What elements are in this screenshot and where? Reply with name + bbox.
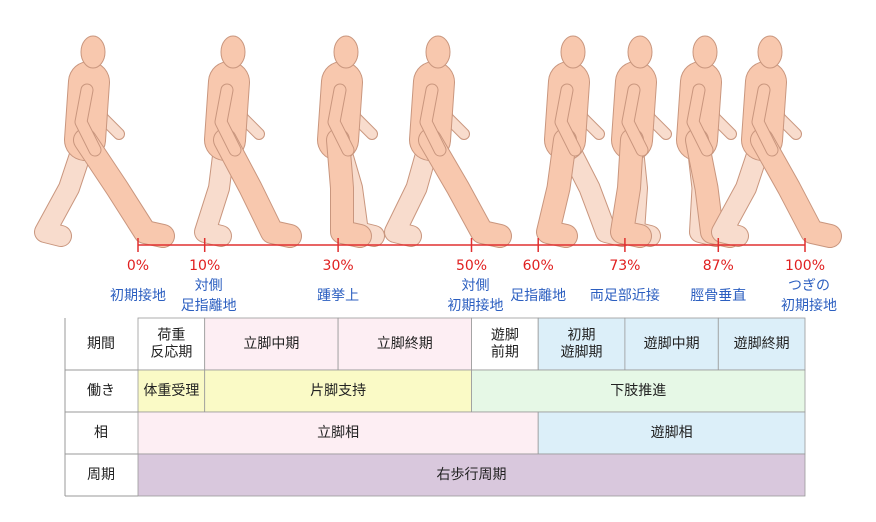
event-label: 踵挙上 — [317, 288, 359, 304]
head — [757, 35, 783, 69]
cell-label: 初期 — [568, 327, 596, 344]
cell-label: 遊脚 — [491, 328, 519, 344]
near-arm — [687, 84, 713, 156]
cell-label: 反応期 — [150, 345, 192, 361]
cell-label: 立脚終期 — [377, 336, 433, 352]
near-leg — [537, 129, 577, 247]
event-label: 足指離地 — [181, 297, 237, 314]
far-leg — [35, 130, 95, 246]
event-label: 足指離地 — [510, 287, 566, 304]
cell-label: 遊脚終期 — [734, 336, 790, 352]
table-cell — [204, 317, 339, 371]
table-cell — [624, 317, 719, 371]
near-arm — [555, 84, 581, 156]
event-label: 初期接地 — [781, 297, 837, 314]
row-header: 期間 — [87, 336, 115, 352]
table-cell — [137, 453, 806, 497]
near-arm — [75, 84, 101, 156]
near-arm — [328, 84, 354, 156]
percent-label: 50% — [456, 258, 487, 274]
near-leg — [611, 129, 651, 247]
event-label: 初期接地 — [448, 297, 504, 314]
head — [220, 35, 246, 69]
table-cell — [471, 317, 539, 371]
percent-label: 10% — [189, 258, 220, 274]
cell-label: 荷重 — [157, 328, 185, 344]
head — [692, 35, 718, 69]
far-leg — [385, 130, 440, 246]
cell-label: 立脚相 — [317, 425, 359, 441]
cell-label: 前期 — [491, 344, 519, 361]
table-cell — [717, 317, 806, 371]
near-leg — [419, 129, 511, 247]
table-cell — [137, 411, 539, 455]
near-leg — [327, 129, 371, 247]
percent-label: 100% — [785, 258, 825, 274]
table-cell — [537, 317, 626, 371]
event-label: つぎの — [788, 278, 830, 294]
event-label: 両足部近接 — [590, 287, 660, 304]
cell-label: 立脚中期 — [243, 336, 299, 352]
head — [425, 35, 451, 69]
percent-label: 30% — [323, 258, 354, 274]
row-header: 働き — [87, 383, 115, 399]
near-leg — [214, 129, 301, 247]
near-leg — [751, 129, 841, 247]
far-leg — [195, 130, 235, 246]
event-label: 対側 — [195, 278, 223, 294]
head — [333, 35, 359, 69]
table-cell — [537, 411, 806, 455]
cell-label: 片脚支持 — [310, 383, 366, 399]
table-cell — [471, 369, 806, 413]
percent-label: 87% — [703, 258, 734, 274]
percent-label: 73% — [609, 258, 640, 274]
table-cell — [137, 369, 206, 413]
head — [80, 35, 106, 69]
row-header: 周期 — [87, 467, 115, 483]
event-label: 初期接地 — [110, 287, 166, 304]
head — [627, 35, 653, 69]
near-arm — [752, 84, 778, 156]
percent-label: 60% — [523, 258, 554, 274]
row-header: 相 — [94, 425, 108, 441]
cell-label: 遊脚中期 — [644, 336, 700, 352]
percent-label: 0% — [127, 258, 149, 274]
head — [560, 35, 586, 69]
far-leg — [712, 130, 772, 246]
event-label: 対側 — [462, 278, 490, 294]
cell-label: 下肢推進 — [610, 383, 666, 399]
near-leg — [74, 129, 174, 247]
cell-label: 遊脚相 — [651, 425, 693, 441]
near-arm — [622, 84, 648, 156]
cell-label: 体重受理 — [143, 383, 199, 399]
event-label: 脛骨垂直 — [690, 287, 746, 304]
cell-label: 右歩行周期 — [437, 467, 507, 483]
cell-label: 遊脚期 — [561, 345, 603, 361]
near-arm — [420, 84, 446, 156]
near-arm — [215, 84, 241, 156]
